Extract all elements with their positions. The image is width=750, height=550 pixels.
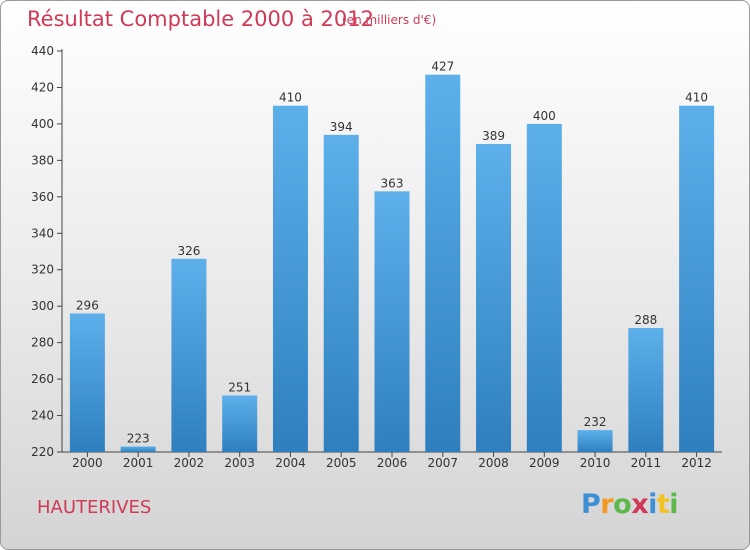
commune-name: HAUTERIVES (37, 497, 152, 518)
bar (628, 328, 664, 452)
x-tick-label: 2006 (377, 456, 408, 470)
logo-letter: i (669, 489, 679, 520)
bar (577, 430, 613, 452)
bar (476, 143, 512, 452)
y-tick-label: 260 (31, 372, 54, 386)
data-label: 410 (279, 91, 302, 105)
chart-subtitle: (en milliers d'€) (342, 13, 437, 27)
data-label: 394 (330, 120, 353, 134)
x-tick-label: 2004 (275, 456, 306, 470)
data-label: 223 (127, 432, 150, 446)
y-tick-label: 400 (31, 117, 54, 131)
chart-title: Résultat Comptable 2000 à 2012 (27, 7, 374, 31)
x-tick-label: 2009 (529, 456, 560, 470)
bar (679, 105, 715, 452)
bar (222, 395, 258, 452)
y-tick-label: 300 (31, 299, 54, 313)
y-tick-label: 380 (31, 153, 54, 167)
logo-letter: P (581, 489, 601, 520)
bar (69, 313, 105, 452)
bar (425, 74, 461, 452)
y-tick-label: 280 (31, 336, 54, 350)
data-label: 288 (634, 313, 657, 327)
x-tick-label: 2012 (681, 456, 712, 470)
x-tick-label: 2007 (427, 456, 458, 470)
y-tick-label: 340 (31, 226, 54, 240)
x-tick-label: 2002 (174, 456, 205, 470)
logo-letter: r (600, 489, 614, 520)
y-tick-label: 420 (31, 80, 54, 94)
logo-letter: o (613, 489, 632, 520)
x-tick-label: 2003 (224, 456, 255, 470)
bar (171, 258, 207, 452)
x-tick-label: 2000 (72, 456, 103, 470)
x-tick-label: 2001 (123, 456, 154, 470)
y-tick-label: 360 (31, 190, 54, 204)
logo-letter: x (631, 489, 649, 520)
bar (374, 191, 410, 452)
data-label: 251 (228, 380, 251, 394)
y-tick-label: 440 (31, 44, 54, 58)
x-tick-label: 2005 (326, 456, 357, 470)
data-label: 400 (533, 109, 556, 123)
bar (272, 105, 308, 452)
data-label: 389 (482, 129, 505, 143)
data-label: 296 (76, 298, 99, 312)
bar (323, 134, 359, 452)
x-tick-label: 2010 (580, 456, 611, 470)
x-tick-label: 2008 (478, 456, 509, 470)
y-tick-label: 220 (31, 445, 54, 459)
y-tick-label: 320 (31, 263, 54, 277)
data-label: 232 (584, 415, 607, 429)
logo-letter: i (648, 489, 657, 520)
bar (526, 123, 562, 452)
x-tick-label: 2011 (631, 456, 662, 470)
data-label: 326 (177, 244, 200, 258)
proxiti-logo: Proxiti (581, 489, 679, 520)
data-label: 363 (381, 176, 404, 190)
data-label: 427 (431, 60, 454, 74)
data-label: 410 (685, 91, 708, 105)
y-tick-label: 240 (31, 409, 54, 423)
logo-letter: t (656, 489, 670, 520)
bar (120, 446, 156, 452)
